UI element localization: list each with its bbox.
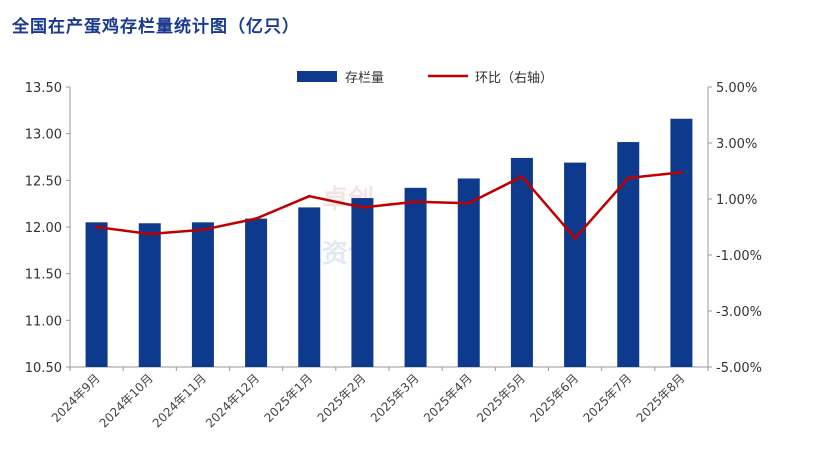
line-point bbox=[573, 236, 577, 240]
bar bbox=[298, 207, 321, 367]
bar bbox=[510, 157, 533, 367]
left-tick-label: 11.00 bbox=[25, 314, 62, 329]
line-point bbox=[201, 228, 205, 232]
right-tick-label: 1.00% bbox=[716, 193, 757, 208]
line-point bbox=[467, 201, 471, 205]
bar bbox=[564, 162, 587, 367]
left-tick-label: 13.50 bbox=[25, 81, 62, 96]
bar bbox=[670, 118, 693, 367]
left-tick-label: 12.00 bbox=[25, 221, 62, 236]
left-tick-label: 10.50 bbox=[25, 361, 62, 376]
x-category-label: 2025年4月 bbox=[421, 371, 475, 425]
x-category-label: 2025年5月 bbox=[474, 371, 528, 425]
bar bbox=[351, 198, 374, 367]
x-category-label: 2024年9月 bbox=[49, 371, 103, 425]
left-tick-label: 11.50 bbox=[25, 268, 62, 283]
legend-swatch-bar bbox=[297, 71, 337, 82]
left-tick-label: 13.00 bbox=[25, 128, 62, 143]
bar bbox=[617, 142, 640, 367]
line-point bbox=[520, 175, 524, 179]
line-point bbox=[307, 194, 311, 198]
bar bbox=[245, 218, 268, 367]
x-category-label: 2024年10月 bbox=[97, 371, 156, 430]
chart-title: 全国在产蛋鸡存栏量统计图（亿只） bbox=[12, 17, 300, 37]
x-category-label: 2025年2月 bbox=[315, 371, 369, 425]
bar bbox=[85, 222, 108, 367]
bar bbox=[404, 187, 427, 367]
line-series-mom bbox=[96, 171, 682, 240]
x-category-label: 2025年3月 bbox=[368, 371, 422, 425]
right-tick-label: 3.00% bbox=[716, 137, 757, 152]
legend-label-bar: 存栏量 bbox=[345, 71, 384, 86]
line-point bbox=[414, 200, 418, 204]
bar bbox=[138, 223, 161, 367]
right-tick-label: -1.00% bbox=[716, 249, 762, 264]
x-category-label: 2024年12月 bbox=[203, 371, 262, 430]
x-category-label: 2025年6月 bbox=[527, 371, 581, 425]
x-category-label: 2025年7月 bbox=[580, 371, 634, 425]
left-tick-label: 12.50 bbox=[25, 174, 62, 189]
x-category-label: 2024年11月 bbox=[150, 371, 209, 430]
line-point bbox=[626, 176, 630, 180]
line-point bbox=[148, 232, 152, 236]
x-category-label: 2025年8月 bbox=[634, 371, 688, 425]
line-point bbox=[360, 205, 364, 209]
x-category-label: 2025年1月 bbox=[261, 371, 315, 425]
line-point bbox=[95, 225, 99, 229]
right-tick-label: -3.00% bbox=[716, 305, 762, 320]
legend-label-line: 环比（右轴） bbox=[475, 71, 553, 86]
bar bbox=[191, 222, 214, 367]
line-point bbox=[254, 217, 258, 221]
line-point bbox=[679, 170, 683, 174]
bar bbox=[457, 178, 480, 367]
right-tick-label: 5.00% bbox=[716, 81, 757, 96]
right-tick-label: -5.00% bbox=[716, 361, 762, 376]
